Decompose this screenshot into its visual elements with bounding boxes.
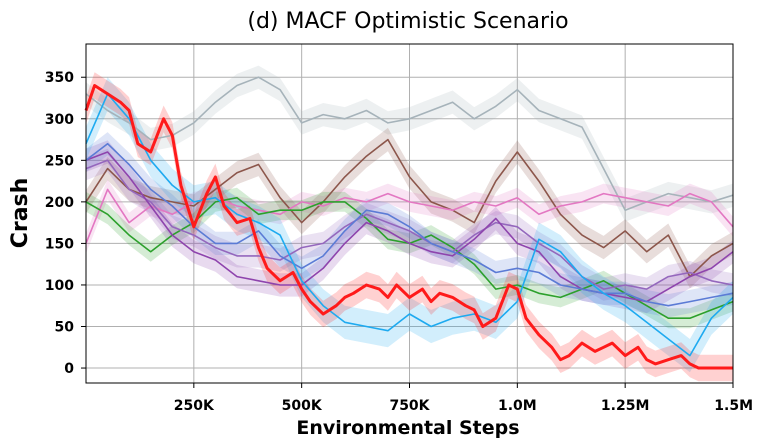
y-tick-label: 300 — [45, 112, 74, 128]
series-7-band — [86, 132, 733, 318]
series-8-line — [85, 93, 734, 357]
y-tick-label: 250 — [45, 153, 74, 169]
x-tick-label: 1.0M — [498, 398, 537, 414]
series-lines — [84, 76, 734, 370]
series-2-line — [85, 138, 734, 278]
y-tick-label: 0 — [64, 361, 74, 377]
y-tick-label: 350 — [45, 70, 74, 86]
series-9-line — [84, 84, 733, 370]
x-tick-label: 750K — [389, 398, 430, 414]
series-6-line — [85, 151, 734, 303]
x-axis-label: Environmental Steps — [296, 417, 519, 439]
y-tick-label: 50 — [55, 320, 75, 336]
x-tick-label: 500K — [282, 398, 323, 414]
series-3-band — [86, 179, 733, 254]
series-5-line — [85, 159, 734, 290]
series-9-band — [86, 72, 733, 382]
chart-title: (d) MACF Optimistic Scenario — [247, 9, 568, 34]
y-ticks: 0 50 100 150 200 250 300 350 — [45, 70, 86, 377]
x-tick-label: 1.5M — [714, 398, 753, 414]
y-tick-label: 150 — [45, 236, 74, 252]
y-tick-label: 100 — [45, 278, 74, 294]
y-tick-label: 200 — [45, 195, 74, 211]
x-ticks: 250K 500K 750K 1.0M 1.25M 1.5M — [174, 383, 753, 414]
series-1-line — [85, 76, 734, 211]
series-6-band — [86, 140, 733, 314]
series-5-band — [86, 148, 733, 301]
x-tick-label: 1.25M — [601, 398, 649, 414]
x-tick-label: 250K — [174, 398, 215, 414]
y-axis-label: Crash — [8, 178, 33, 249]
